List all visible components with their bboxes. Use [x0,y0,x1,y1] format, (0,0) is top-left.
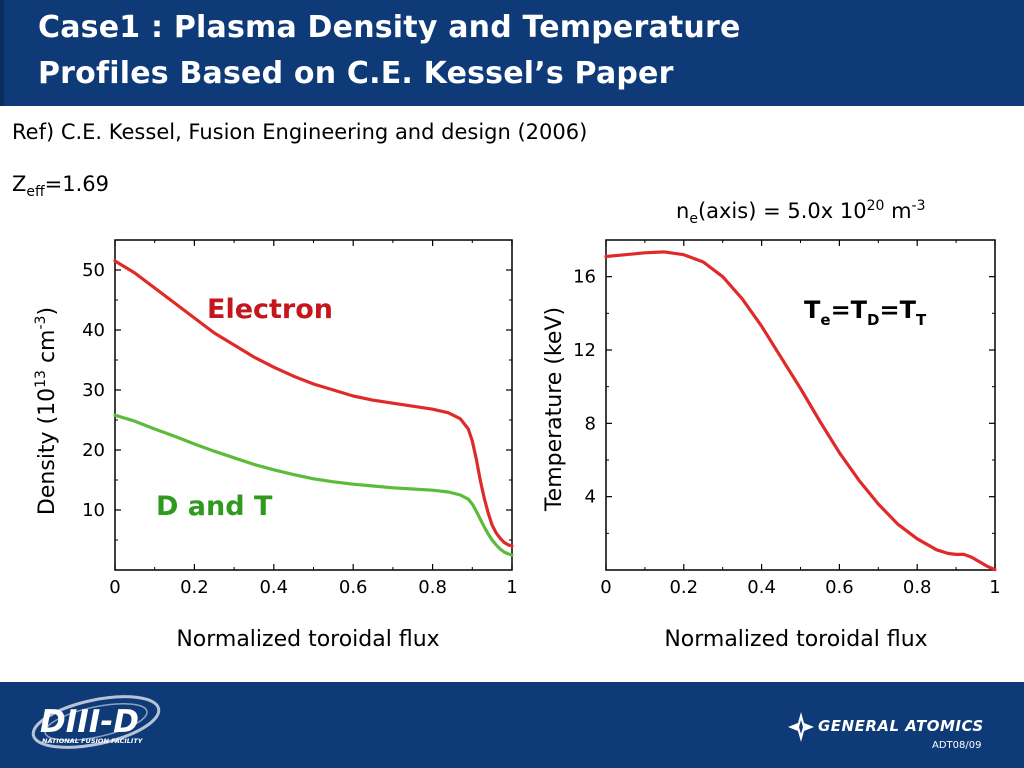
density-annotation-electron: Electron [207,294,333,325]
temperature-x-tick-label: 0 [600,577,611,598]
density-y-tick-label: 30 [82,380,105,401]
footer-bar [0,682,1024,768]
ne-exp: 20 [866,198,885,214]
ne-unit: m [884,199,912,223]
doc-code: ADT08/09 [932,740,982,751]
zeff-sub: eff [26,184,45,201]
density-ylabel-end: ) [35,307,60,316]
density-x-tick-label: 0.8 [418,577,447,598]
ne-mid: (axis) = 5.0x 10 [697,199,867,223]
ne-base: n [676,199,690,223]
ne-axis-label: ne(axis) = 5.0x 1020 m-3 [676,198,926,227]
slide-title-line2: Profiles Based on C.E. Kessel’s Paper [38,56,674,91]
density-ylabel-mid: cm [35,329,60,370]
temperature-x-tick-label: 0.8 [903,577,932,598]
density-ylabel: Density (1013 cm-3) [33,307,60,515]
ne-sub: e [689,211,698,228]
general-atomics-star-icon [788,712,814,742]
temperature-x-tick-label: 0.4 [747,577,776,598]
density-y-tick-label: 10 [82,500,105,521]
title-accent [0,0,4,106]
general-atomics-logo-text: GENERAL ATOMICS [818,717,984,735]
temperature-x-tick-label: 0.2 [669,577,698,598]
density-y-tick-label: 50 [82,260,105,281]
ne-unit-exp: -3 [911,198,926,214]
density-x-tick-label: 0.2 [180,577,209,598]
diii-d-logo: DIII-D NATIONAL FUSION FACILITY [31,695,161,749]
density-x-tick-label: 1 [506,577,517,598]
temperature-y-tick-label: 16 [573,267,596,288]
diii-d-logo-ring [31,695,161,749]
charts-canvas: Electron D and T Normalized toroidal flu… [33,239,1001,652]
density-ylabel-base: Density (10 [35,388,60,515]
diii-d-logo-subtext: NATIONAL FUSION FACILITY [42,737,144,745]
density-y-tick-label: 40 [82,320,105,341]
density-x-tick-label: 0 [109,577,120,598]
temperature-series-line-0 [604,250,997,572]
temperature-y-tick-label: 12 [573,340,596,361]
diii-d-logo-text: DIII-D [40,704,139,740]
density-ylabel-sup2: -3 [33,316,49,330]
slide-title-line1: Case1 : Plasma Density and Temperature [38,10,741,45]
temperature-x-tick-label: 0.6 [825,577,854,598]
density-x-tick-label: 0.6 [339,577,368,598]
temperature-annotation: Te=TD=TT [804,296,927,329]
zeff-value: =1.69 [44,172,110,196]
temperature-ylabel: Temperature (keV) [542,307,567,512]
temperature-xlabel: Normalized toroidal flux [664,627,927,652]
temperature-x-tick-label: 1 [989,577,1000,598]
zeff-base: Z [12,172,27,196]
density-x-tick-label: 0.4 [259,577,288,598]
zeff-label: Zeff=1.69 [12,172,109,200]
density-ylabel-sup1: 13 [33,370,49,388]
density-annotation-dt: D and T [156,491,273,522]
density-xlabel: Normalized toroidal flux [176,627,439,652]
density-series-line-electron [113,259,514,548]
temperature-y-tick-label: 8 [585,413,596,434]
temperature-y-tick-label: 4 [585,487,596,508]
temperature-plot-frame [605,239,996,571]
density-y-tick-label: 20 [82,440,105,461]
title-bar [0,0,1024,106]
density-series-line-d-and-t [113,413,514,557]
reference-text: Ref) C.E. Kessel, Fusion Engineering and… [12,120,588,144]
diii-d-logo-ring-inner [44,703,148,741]
